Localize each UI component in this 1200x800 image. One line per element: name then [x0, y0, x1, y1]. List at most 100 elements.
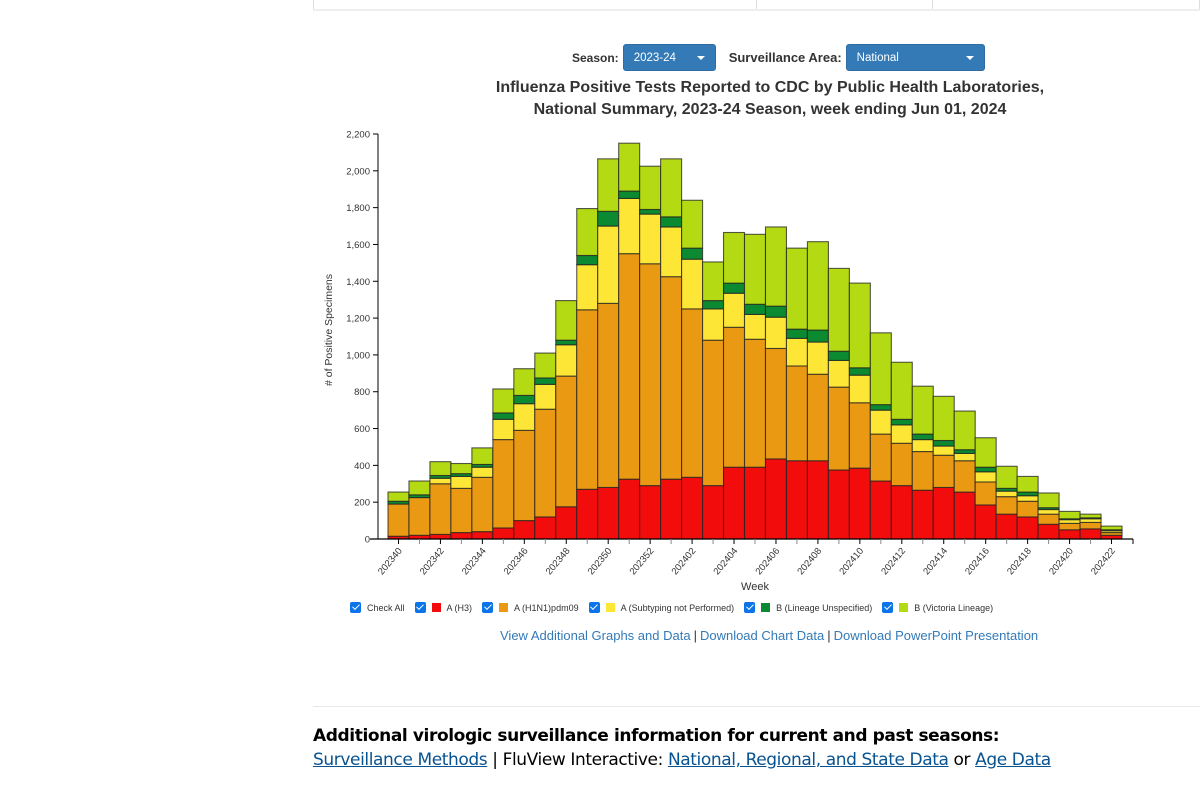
bar-segment-202341-4[interactable] [408, 480, 431, 496]
bar-segment-202347-2[interactable] [534, 383, 557, 410]
bar-segment-202343-1[interactable] [450, 487, 473, 534]
bar-segment-202402-0[interactable] [681, 476, 704, 540]
bar-segment-202405-4[interactable] [743, 233, 767, 305]
bar-segment-202411-0[interactable] [869, 480, 892, 540]
bar-segment-202422-4[interactable] [1100, 525, 1123, 531]
bar-segment-202401-4[interactable] [660, 158, 683, 218]
bar-segment-202346-0[interactable] [513, 520, 536, 540]
bar-segment-202414-4[interactable] [932, 395, 955, 442]
bar-segment-202401-3[interactable] [660, 216, 683, 228]
bar-segment-202340-1[interactable] [387, 503, 410, 537]
bar-segment-202342-2[interactable] [429, 477, 452, 485]
bar-segment-202416-4[interactable] [974, 437, 997, 468]
bar-segment-202409-4[interactable] [827, 267, 850, 352]
legend-item-b-victoria[interactable]: B (Victoria Lineage) [882, 602, 993, 613]
bar-segment-202421-4[interactable] [1079, 513, 1102, 519]
bar-segment-202412-0[interactable] [890, 485, 913, 540]
bar-segment-202417-1[interactable] [995, 496, 1018, 515]
checkbox-checked-icon[interactable] [744, 602, 756, 613]
legend-item-h1n1[interactable]: A (H1N1)pdm09 [482, 602, 579, 613]
bar-segment-202403-0[interactable] [702, 485, 725, 540]
bar-segment-202419-4[interactable] [1037, 492, 1060, 509]
bar-segment-202417-0[interactable] [995, 513, 1018, 540]
surveillance-area-select[interactable]: National [845, 44, 985, 71]
bar-segment-202414-0[interactable] [932, 486, 955, 540]
bar-segment-202344-1[interactable] [471, 476, 494, 533]
bar-segment-202409-0[interactable] [827, 469, 850, 540]
bar-segment-202350-0[interactable] [597, 486, 620, 540]
bar-segment-202408-3[interactable] [806, 329, 829, 343]
bar-segment-202412-2[interactable] [890, 424, 913, 444]
bar-segment-202351-1[interactable] [618, 253, 641, 480]
bar-segment-202345-0[interactable] [492, 527, 515, 540]
bar-segment-202408-0[interactable] [806, 460, 829, 540]
legend-check-all[interactable]: Check All [350, 602, 405, 613]
bar-segment-202405-0[interactable] [743, 466, 767, 540]
bar-segment-202343-2[interactable] [450, 475, 473, 489]
bar-segment-202420-0[interactable] [1058, 529, 1081, 540]
bar-segment-202403-3[interactable] [702, 300, 725, 310]
bar-segment-202404-4[interactable] [722, 231, 746, 284]
bar-segment-202411-3[interactable] [869, 404, 892, 411]
bar-segment-202418-4[interactable] [1016, 475, 1039, 493]
download-chart-data-link[interactable]: Download Chart Data [699, 628, 825, 643]
bar-segment-202344-0[interactable] [471, 531, 494, 540]
bar-segment-202352-1[interactable] [639, 263, 662, 487]
surveillance-methods-link[interactable]: Surveillance Methods [313, 750, 488, 770]
bar-segment-202419-0[interactable] [1037, 523, 1060, 540]
bar-segment-202411-1[interactable] [869, 433, 892, 482]
bar-segment-202347-0[interactable] [534, 516, 557, 540]
bar-segment-202420-4[interactable] [1058, 510, 1081, 520]
bar-segment-202347-3[interactable] [534, 377, 557, 385]
bar-segment-202407-2[interactable] [785, 337, 808, 367]
bar-segment-202348-1[interactable] [555, 375, 578, 508]
bar-segment-202414-2[interactable] [932, 445, 955, 456]
bar-segment-202404-0[interactable] [722, 466, 746, 540]
bar-segment-202410-2[interactable] [848, 374, 871, 404]
bar-segment-202421-0[interactable] [1079, 528, 1102, 540]
bar-segment-202410-0[interactable] [848, 467, 871, 540]
bar-segment-202421-2[interactable] [1079, 518, 1102, 523]
bar-segment-202351-4[interactable] [618, 142, 641, 192]
bar-segment-202401-1[interactable] [660, 276, 683, 480]
bar-segment-202340-4[interactable] [387, 491, 410, 502]
bar-segment-202342-1[interactable] [429, 483, 452, 535]
bar-segment-202420-1[interactable] [1058, 522, 1081, 531]
bar-segment-202409-2[interactable] [827, 359, 850, 388]
bar-segment-202403-2[interactable] [702, 308, 725, 341]
bar-segment-202350-1[interactable] [597, 302, 620, 488]
checkbox-checked-icon[interactable] [882, 602, 894, 613]
bar-segment-202406-0[interactable] [764, 458, 788, 540]
bar-segment-202343-4[interactable] [450, 462, 473, 475]
bar-segment-202413-3[interactable] [911, 433, 934, 441]
bar-segment-202420-2[interactable] [1058, 519, 1081, 524]
bar-segment-202417-2[interactable] [995, 490, 1018, 498]
national-regional-state-data-link[interactable]: National, Regional, and State Data [667, 750, 949, 770]
bar-segment-202404-1[interactable] [722, 326, 746, 468]
bar-segment-202402-4[interactable] [681, 199, 704, 249]
bar-segment-202341-1[interactable] [408, 497, 431, 536]
bar-segment-202352-2[interactable] [639, 213, 662, 265]
bar-segment-202342-0[interactable] [429, 533, 452, 540]
view-additional-graphs-link[interactable]: View Additional Graphs and Data [500, 628, 691, 643]
bar-segment-202349-4[interactable] [576, 208, 599, 257]
bar-segment-202406-2[interactable] [764, 316, 788, 350]
bar-segment-202407-1[interactable] [785, 365, 808, 462]
bar-segment-202406-1[interactable] [764, 347, 788, 460]
bar-segment-202418-1[interactable] [1016, 500, 1039, 518]
checkbox-checked-icon[interactable] [414, 602, 426, 613]
bar-segment-202415-3[interactable] [953, 449, 976, 454]
bar-segment-202408-2[interactable] [806, 341, 829, 375]
bar-segment-202405-2[interactable] [743, 313, 767, 340]
bar-segment-202347-1[interactable] [534, 408, 557, 518]
bar-segment-202346-4[interactable] [513, 368, 536, 396]
bar-segment-202407-0[interactable] [785, 460, 808, 540]
bar-segment-202414-3[interactable] [932, 439, 955, 447]
bar-segment-202401-0[interactable] [660, 478, 683, 540]
download-powerpoint-link[interactable]: Download PowerPoint Presentation [833, 628, 1039, 643]
bar-segment-202404-3[interactable] [722, 282, 746, 294]
bar-segment-202351-2[interactable] [618, 197, 641, 255]
bar-segment-202403-1[interactable] [702, 339, 725, 487]
bar-segment-202417-4[interactable] [995, 465, 1018, 489]
bar-segment-202350-4[interactable] [597, 158, 620, 212]
